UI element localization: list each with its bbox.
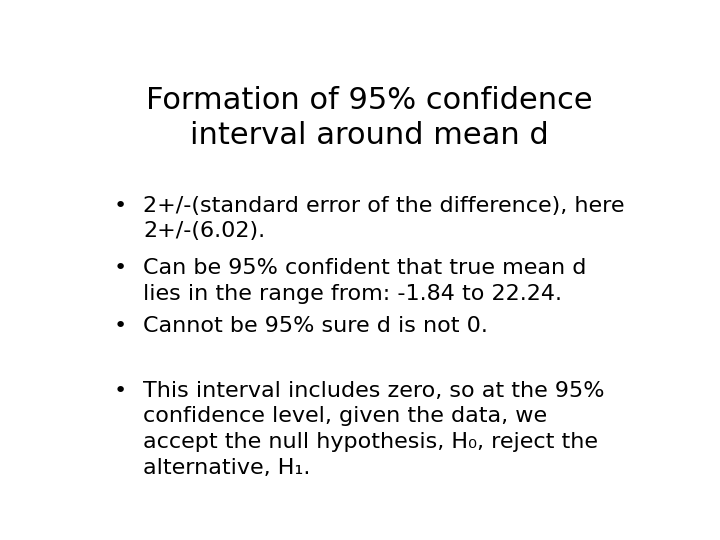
Text: Cannot be 95% sure d is not 0.: Cannot be 95% sure d is not 0.: [143, 316, 488, 336]
Text: Formation of 95% confidence
interval around mean d: Formation of 95% confidence interval aro…: [145, 85, 593, 151]
Text: •: •: [114, 316, 127, 336]
Text: •: •: [114, 258, 127, 278]
Text: Can be 95% confident that true mean d
lies in the range from: -1.84 to 22.24.: Can be 95% confident that true mean d li…: [143, 258, 586, 303]
Text: 2+/-(standard error of the difference), here
2+/-(6.02).: 2+/-(standard error of the difference), …: [143, 196, 624, 241]
Text: •: •: [114, 381, 127, 401]
Text: •: •: [114, 196, 127, 216]
Text: This interval includes zero, so at the 95%
confidence level, given the data, we
: This interval includes zero, so at the 9…: [143, 381, 605, 477]
